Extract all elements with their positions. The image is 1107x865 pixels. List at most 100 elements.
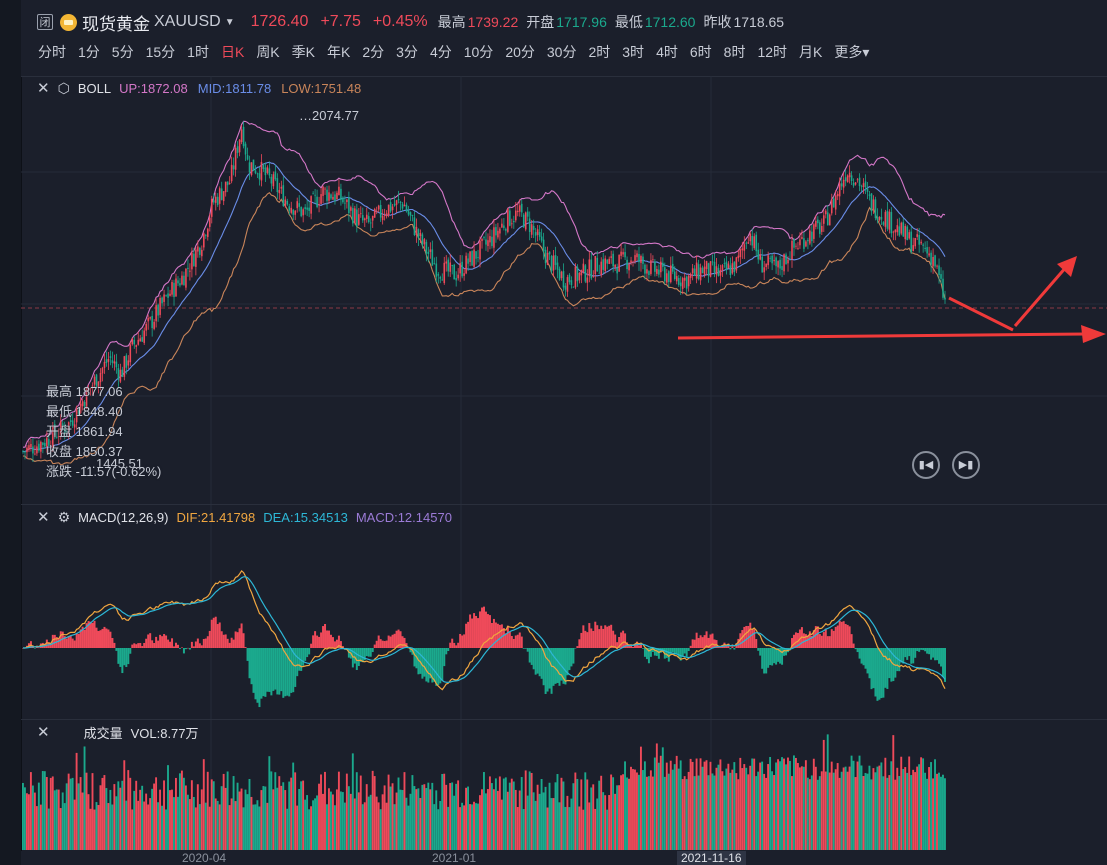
volume-bar [675,755,678,850]
candle-body [819,222,821,234]
tab-period[interactable]: 分时 [38,44,66,60]
axis-label: 2021-01 [432,851,477,865]
candle-body [844,177,847,182]
tab-period[interactable]: 周K [256,44,280,60]
volume-bar [771,771,774,850]
macd-bar [576,646,579,648]
volume-bar [530,772,533,850]
candle-body [906,226,909,241]
macd-bar [268,648,271,692]
macd-bar [95,627,98,648]
macd-bar [395,630,398,648]
candle-body [675,276,678,282]
skip-back-icon[interactable]: ▮◀ [912,451,940,479]
macd-bar [266,648,269,692]
tab-period[interactable]: 1时 [187,44,209,60]
macd-bar [328,630,330,648]
candle-body [584,265,587,282]
candle-body [673,271,676,280]
volume-chart[interactable] [21,720,1107,851]
candle-body [634,255,636,262]
tab-period[interactable]: 日K [220,44,245,60]
volume-bar [878,765,881,850]
macd-chart[interactable] [21,505,1107,719]
symbol-code[interactable]: XAUUSD [154,13,221,30]
macd-bar [318,636,321,648]
close-icon[interactable]: ✕ [37,724,50,741]
tab-period[interactable]: 1分 [78,44,100,60]
tab-period[interactable]: 月K [799,44,823,60]
macd-bar [244,647,247,648]
candle-body [662,262,664,267]
volume-bar [153,783,156,850]
tab-period[interactable]: 12时 [757,44,788,60]
close-icon[interactable]: ✕ [37,509,50,526]
volume-bar [119,787,122,850]
candle-body [904,225,907,240]
chevron-down-icon[interactable]: ▼ [224,16,235,28]
macd-bar [465,623,468,648]
volume-bar [606,809,609,850]
tab-period[interactable]: 10分 [463,44,494,60]
macd-bar [373,644,376,648]
candle-body [473,249,475,267]
candle-body [536,229,539,235]
volume-bar [651,776,654,850]
macd-bar [61,631,64,648]
volume-bar [791,776,793,850]
tab-period[interactable]: 4时 [656,44,678,60]
tab-period[interactable]: 更多▾ [834,44,870,60]
macd-bar [270,648,273,696]
settings-icon[interactable]: ⬡ [57,79,70,96]
volume-bar [634,769,636,850]
volume-bar [107,803,110,850]
macd-bar [290,648,293,693]
candle-body [350,207,352,211]
volume-bar [407,805,410,850]
tab-period[interactable]: 3分 [396,44,418,60]
volume-bar [101,777,104,850]
candle-body [109,356,112,358]
tab-period[interactable]: 6时 [689,44,712,60]
volume-bar [512,781,515,850]
tab-period[interactable]: 4分 [429,44,452,60]
tab-period[interactable]: 年K [327,44,351,60]
volume-bar [578,806,581,850]
macd-bar [492,618,495,648]
tab-period[interactable]: 2分 [362,44,385,60]
macd-bar [141,646,144,648]
macd-bar [107,629,110,648]
candle-body [183,275,185,286]
skip-forward-icon[interactable]: ▶▮ [952,451,980,479]
close-icon[interactable]: ✕ [37,80,50,97]
volume-bar [59,808,62,850]
macd-bar [163,634,166,648]
volume-bar [508,782,511,850]
tab-period[interactable]: 3时 [622,44,645,60]
symbol-name[interactable]: 现货黄金 [82,14,150,34]
volume-bar [584,772,587,850]
price-chart[interactable]: …2074.77 …1445.51 [21,76,1107,504]
volume-bar [902,768,905,850]
macd-bar [868,648,871,679]
tab-period[interactable]: 20分 [505,44,535,60]
tab-period[interactable]: 30分 [546,44,577,60]
candle-body [177,280,179,284]
tab-period[interactable]: 15分 [145,44,176,60]
candle-body [868,194,871,196]
tab-period[interactable]: 8时 [723,44,746,60]
macd-bar [171,638,174,648]
volume-bar [568,807,571,850]
candle-body [852,182,855,186]
volume-bar [347,786,350,850]
candle-body [268,168,271,176]
volume-bar [926,778,929,850]
tab-period[interactable]: 季K [291,44,315,60]
tab-period[interactable]: 2时 [588,44,611,60]
volume-bar [739,757,742,850]
macd-bar [355,648,358,670]
gear-icon[interactable]: ⚙ [57,508,71,525]
candle-body [795,245,797,247]
tab-period[interactable]: 5分 [111,44,134,60]
volume-bar [159,789,161,850]
